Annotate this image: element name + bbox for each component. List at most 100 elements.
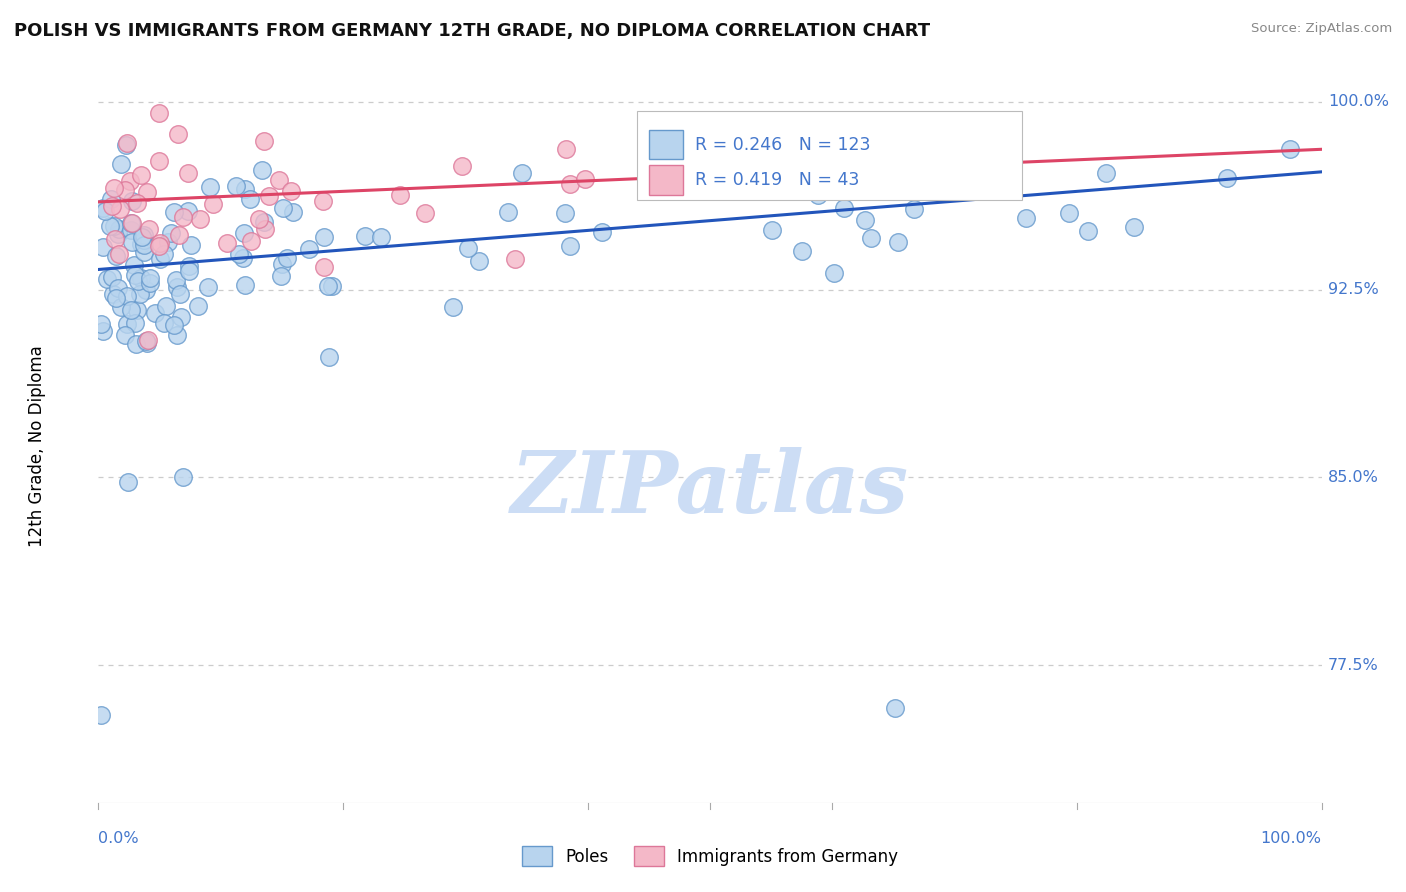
Point bbox=[96, 272, 118, 286]
Point bbox=[388, 188, 411, 202]
Point bbox=[1094, 166, 1116, 180]
Point bbox=[103, 181, 125, 195]
Point bbox=[125, 302, 148, 317]
Point bbox=[253, 215, 276, 229]
Point bbox=[166, 279, 188, 293]
Point bbox=[129, 168, 152, 182]
Point bbox=[90, 708, 112, 723]
Point bbox=[558, 178, 581, 192]
Point bbox=[125, 337, 148, 351]
Point bbox=[188, 211, 211, 226]
Point bbox=[468, 254, 491, 268]
FancyBboxPatch shape bbox=[637, 111, 1022, 200]
Text: ZIPatlas: ZIPatlas bbox=[510, 447, 910, 531]
Text: 12th Grade, No Diploma: 12th Grade, No Diploma bbox=[28, 345, 46, 547]
Text: POLISH VS IMMIGRANTS FROM GERMANY 12TH GRADE, NO DIPLOMA CORRELATION CHART: POLISH VS IMMIGRANTS FROM GERMANY 12TH G… bbox=[14, 22, 931, 40]
Point bbox=[101, 270, 124, 285]
Point bbox=[1278, 142, 1301, 156]
Point bbox=[457, 241, 479, 255]
Point bbox=[254, 222, 277, 236]
Point bbox=[122, 258, 145, 272]
Point bbox=[135, 283, 157, 297]
Point bbox=[177, 166, 200, 180]
Point bbox=[124, 317, 146, 331]
Point bbox=[832, 201, 855, 215]
Point bbox=[110, 300, 132, 314]
Point bbox=[860, 231, 883, 245]
Point bbox=[166, 328, 188, 343]
Point bbox=[91, 201, 114, 215]
Point bbox=[156, 235, 179, 249]
Point bbox=[165, 273, 187, 287]
Point bbox=[280, 184, 302, 198]
Point bbox=[107, 280, 129, 294]
Point bbox=[510, 166, 533, 180]
Point bbox=[754, 138, 776, 153]
Point bbox=[120, 216, 142, 230]
Point bbox=[108, 247, 131, 261]
Point bbox=[114, 183, 136, 197]
Point bbox=[675, 182, 697, 196]
Point bbox=[136, 333, 159, 347]
Point bbox=[91, 324, 114, 338]
Point bbox=[114, 328, 136, 343]
Point bbox=[129, 237, 152, 252]
Point bbox=[298, 242, 321, 256]
Point bbox=[233, 226, 256, 240]
Point bbox=[1123, 220, 1146, 235]
Point bbox=[115, 136, 138, 150]
Point bbox=[98, 219, 121, 233]
Point bbox=[187, 299, 209, 313]
Point bbox=[267, 173, 290, 187]
Point bbox=[163, 318, 186, 332]
Text: 85.0%: 85.0% bbox=[1327, 470, 1379, 484]
Point bbox=[1077, 224, 1099, 238]
Text: Source: ZipAtlas.com: Source: ZipAtlas.com bbox=[1251, 22, 1392, 36]
Point bbox=[270, 257, 292, 271]
Point bbox=[153, 316, 176, 330]
Point bbox=[318, 278, 340, 293]
Point bbox=[160, 227, 183, 241]
Point bbox=[281, 205, 304, 219]
Point bbox=[558, 239, 581, 253]
Point bbox=[167, 227, 190, 242]
Point bbox=[807, 187, 830, 202]
Point bbox=[110, 202, 132, 216]
Point bbox=[450, 159, 472, 173]
Point bbox=[131, 230, 153, 244]
Point bbox=[115, 137, 138, 152]
Point bbox=[887, 235, 910, 250]
Point bbox=[810, 161, 832, 176]
Point bbox=[172, 470, 194, 484]
Text: R = 0.419   N = 43: R = 0.419 N = 43 bbox=[696, 171, 859, 189]
Point bbox=[228, 247, 250, 261]
Point bbox=[823, 266, 845, 280]
Point bbox=[167, 127, 190, 141]
Point bbox=[714, 172, 737, 186]
Point bbox=[143, 306, 166, 320]
Point bbox=[276, 252, 298, 266]
Point bbox=[136, 336, 159, 351]
Point bbox=[903, 202, 925, 216]
Point bbox=[503, 252, 526, 266]
Point bbox=[118, 174, 141, 188]
Point bbox=[120, 302, 142, 317]
Point bbox=[239, 192, 262, 206]
Point bbox=[104, 291, 127, 305]
Point bbox=[179, 260, 201, 274]
Text: 0.0%: 0.0% bbox=[98, 831, 139, 847]
Point bbox=[132, 228, 155, 243]
Point bbox=[415, 206, 437, 220]
Text: 100.0%: 100.0% bbox=[1261, 831, 1322, 847]
Point bbox=[318, 350, 340, 364]
Text: 92.5%: 92.5% bbox=[1327, 282, 1378, 297]
FancyBboxPatch shape bbox=[648, 129, 683, 160]
Point bbox=[115, 317, 138, 331]
Point bbox=[1015, 211, 1038, 225]
Point bbox=[148, 154, 170, 169]
Point bbox=[170, 310, 193, 325]
Point bbox=[132, 245, 155, 260]
Point bbox=[135, 334, 157, 348]
Point bbox=[853, 213, 876, 227]
Point bbox=[121, 194, 143, 208]
